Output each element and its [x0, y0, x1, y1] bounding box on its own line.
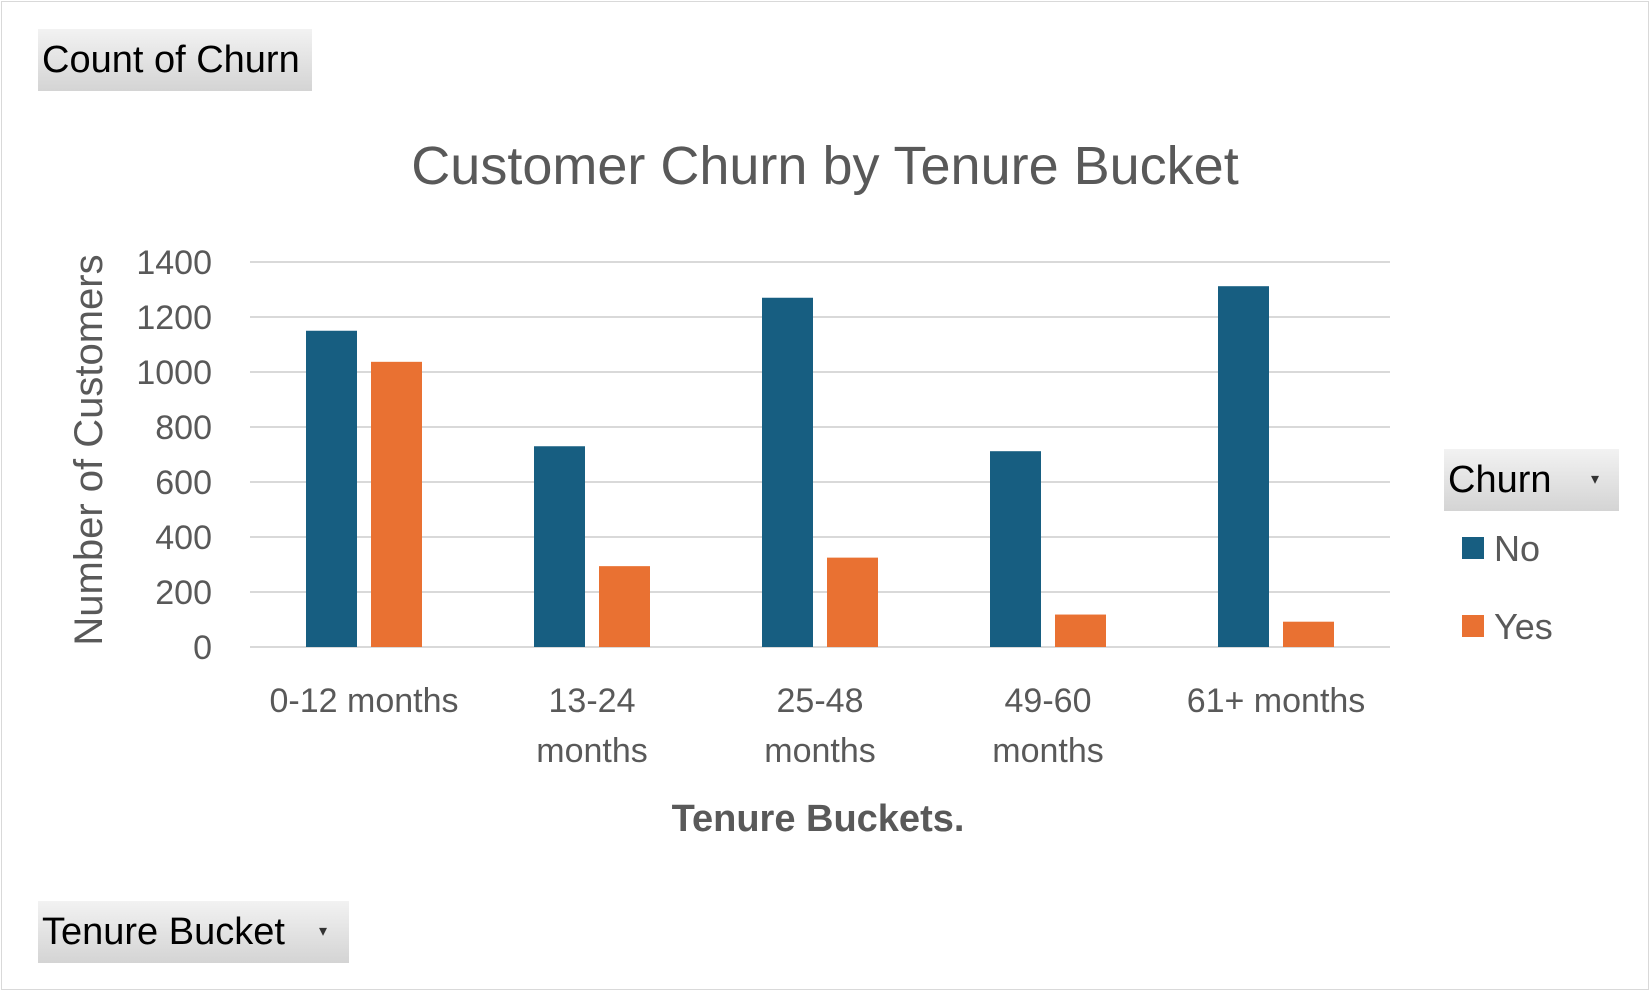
bar-yes[interactable] — [1283, 621, 1334, 647]
legend-label-no: No — [1494, 528, 1541, 569]
legend-label-yes: Yes — [1494, 606, 1553, 647]
bar-no[interactable] — [762, 297, 813, 647]
legend-item-no[interactable]: No — [1462, 527, 1540, 571]
x-tick-label: 13-24 — [549, 682, 636, 720]
y-tick-label: 800 — [155, 409, 212, 447]
y-tick-label: 600 — [155, 464, 212, 502]
y-tick-label: 1200 — [136, 299, 212, 337]
dropdown-arrow-icon: ▾ — [1590, 471, 1599, 488]
bar-no[interactable] — [1218, 286, 1269, 647]
y-axis-title: Number of Customers — [67, 254, 111, 645]
legend-swatch-no — [1462, 537, 1484, 560]
x-axis-title: Tenure Buckets. — [672, 798, 965, 840]
axis-field-label: Tenure Bucket — [42, 911, 285, 953]
legend-swatch-yes — [1462, 615, 1484, 638]
axis-field-button[interactable]: Tenure Bucket ▾ — [38, 901, 349, 963]
x-tick-label: months — [536, 732, 648, 770]
legend-field-button[interactable]: Churn ▾ — [1444, 449, 1619, 511]
x-tick-label: 25-48 — [777, 682, 864, 720]
legend-field-label: Churn — [1448, 459, 1552, 501]
chart-title: Customer Churn by Tenure Bucket — [411, 136, 1238, 196]
x-tick-label: months — [992, 732, 1104, 770]
y-tick-label: 0 — [193, 629, 212, 667]
legend-item-yes[interactable]: Yes — [1462, 605, 1553, 649]
x-tick-label: 61+ months — [1187, 682, 1366, 720]
bar-no[interactable] — [990, 451, 1041, 647]
bar-yes[interactable] — [827, 557, 878, 647]
bar-no[interactable] — [534, 446, 585, 647]
y-tick-label: 1000 — [136, 354, 212, 392]
bar-yes[interactable] — [1055, 614, 1106, 647]
bar-yes[interactable] — [599, 566, 650, 647]
x-tick-label: months — [764, 732, 876, 770]
values-field-button[interactable]: Count of Churn — [38, 29, 312, 91]
values-field-label: Count of Churn — [42, 39, 300, 81]
dropdown-arrow-icon: ▾ — [318, 923, 327, 940]
x-tick-label: 49-60 — [1005, 682, 1092, 720]
bar-no[interactable] — [306, 330, 357, 647]
x-tick-label: 0-12 months — [270, 682, 459, 720]
bar-yes[interactable] — [371, 361, 422, 647]
y-tick-label: 200 — [155, 574, 212, 612]
y-tick-label: 400 — [155, 519, 212, 557]
y-tick-label: 1400 — [136, 244, 212, 282]
